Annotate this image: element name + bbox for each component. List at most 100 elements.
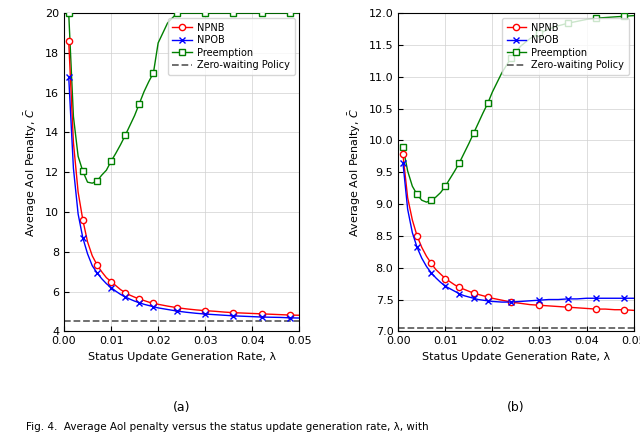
NPOB — [573, 296, 581, 302]
NPNB — [88, 253, 96, 259]
NPOB — [428, 270, 435, 276]
Preemption — [145, 79, 152, 84]
NPNB — [564, 305, 572, 310]
NPOB — [620, 296, 628, 301]
NPNB — [620, 307, 628, 312]
NPOB — [154, 305, 162, 310]
NPOB — [436, 280, 444, 285]
Preemption — [413, 192, 421, 197]
NPNB — [418, 245, 426, 250]
NPNB — [474, 292, 482, 297]
Preemption — [582, 17, 590, 22]
Preemption — [248, 10, 256, 16]
Preemption — [418, 198, 426, 203]
NPNB — [592, 307, 600, 312]
NPOB — [442, 283, 449, 289]
NPNB — [526, 302, 534, 307]
Preemption — [102, 167, 110, 173]
Preemption — [192, 10, 200, 16]
Preemption — [112, 151, 120, 156]
NPOB — [74, 211, 82, 217]
NPNB — [296, 313, 303, 318]
NPOB — [592, 296, 600, 301]
Preemption — [93, 179, 100, 184]
NPOB — [192, 310, 200, 316]
Preemption — [432, 194, 440, 200]
NPNB — [140, 298, 148, 303]
Preemption — [154, 40, 162, 45]
NPOB — [65, 74, 72, 79]
Preemption — [479, 110, 487, 116]
NPOB — [474, 297, 482, 302]
NPNB — [446, 279, 454, 284]
NPOB — [239, 313, 247, 319]
NPOB — [498, 300, 506, 305]
Preemption — [630, 13, 637, 18]
NPOB — [296, 315, 303, 320]
Preemption — [140, 89, 148, 94]
NPNB — [136, 296, 143, 302]
Preemption — [620, 14, 628, 19]
NPOB — [202, 311, 209, 317]
Preemption — [164, 20, 172, 26]
NPNB — [451, 282, 458, 287]
NPOB — [422, 264, 430, 269]
Preemption — [564, 20, 572, 26]
NPOB — [258, 314, 266, 320]
NPOB — [248, 314, 256, 319]
NPOB — [465, 294, 473, 300]
NPOB — [508, 300, 515, 305]
Preemption — [465, 141, 473, 146]
NPNB — [220, 310, 228, 315]
NPNB — [436, 272, 444, 277]
Preemption — [422, 200, 430, 205]
Line: NPOB: NPOB — [65, 73, 303, 321]
NPOB — [479, 297, 487, 303]
Preemption — [573, 19, 581, 24]
NPOB — [230, 313, 237, 318]
NPNB — [573, 305, 581, 310]
Preemption — [436, 190, 444, 195]
Preemption — [470, 131, 477, 136]
Preemption — [230, 10, 237, 16]
Preemption — [122, 133, 129, 138]
NPOB — [460, 293, 468, 298]
Legend: NPNB, NPOB, Preemption, Zero-waiting Policy: NPNB, NPOB, Preemption, Zero-waiting Pol… — [502, 18, 628, 75]
NPNB — [582, 306, 590, 311]
NPOB — [84, 251, 92, 256]
Preemption — [211, 10, 218, 16]
Line: NPNB: NPNB — [65, 38, 303, 318]
NPNB — [108, 279, 115, 284]
NPOB — [116, 292, 124, 297]
NPNB — [554, 304, 562, 309]
NPOB — [140, 302, 148, 307]
NPOB — [88, 263, 96, 268]
NPOB — [602, 296, 609, 301]
NPNB — [239, 310, 247, 316]
Preemption — [268, 10, 275, 16]
Preemption — [74, 154, 82, 159]
NPNB — [154, 302, 162, 307]
NPOB — [413, 245, 421, 250]
NPNB — [150, 300, 157, 306]
NPNB — [258, 311, 266, 317]
NPNB — [126, 293, 134, 298]
Preemption — [98, 173, 106, 178]
NPNB — [545, 303, 553, 309]
Preemption — [84, 180, 92, 185]
Preemption — [456, 160, 463, 165]
NPOB — [112, 289, 120, 294]
NPNB — [399, 152, 407, 157]
NPOB — [611, 296, 619, 301]
NPNB — [422, 254, 430, 259]
NPNB — [516, 301, 524, 306]
NPNB — [145, 300, 152, 305]
Preemption — [65, 10, 72, 16]
NPOB — [451, 289, 458, 294]
NPNB — [404, 195, 412, 200]
NPOB — [564, 296, 572, 302]
NPNB — [248, 311, 256, 316]
Preemption — [484, 101, 492, 106]
NPOB — [630, 296, 637, 301]
NPOB — [276, 315, 284, 320]
